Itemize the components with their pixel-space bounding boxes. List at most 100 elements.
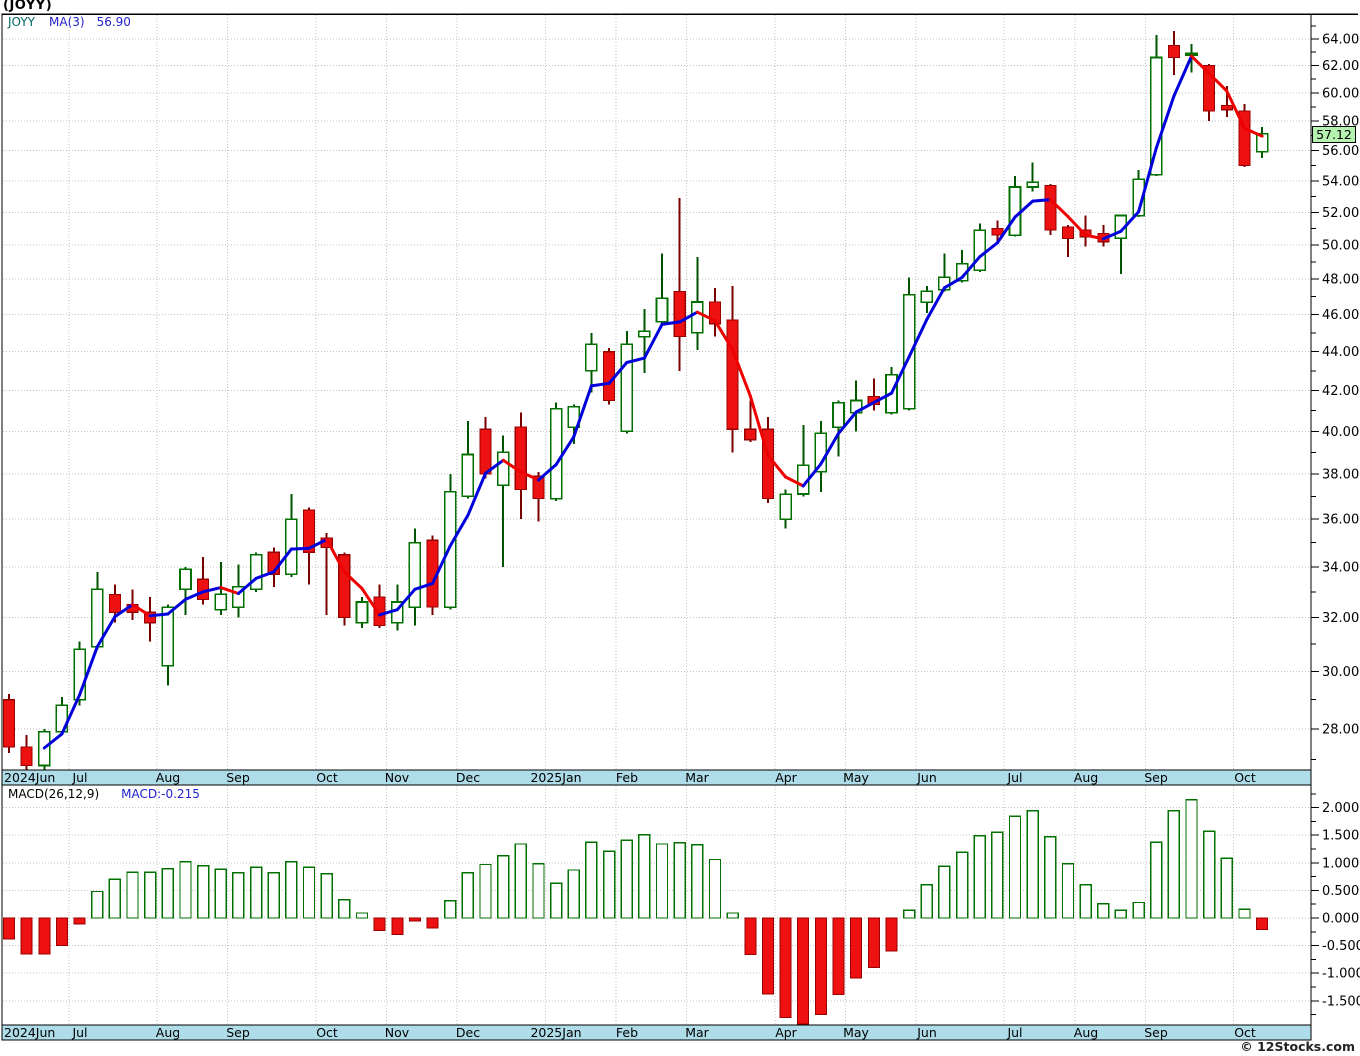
month-label: Mar [685, 1025, 709, 1040]
price-tick-label: 48.00 [1322, 273, 1359, 288]
ma-segment [890, 355, 911, 395]
macd-bar [320, 873, 333, 919]
month-label: Oct [316, 770, 338, 785]
ma-segment [501, 458, 523, 474]
ma-segment [236, 576, 258, 595]
ma-segment [942, 275, 964, 290]
candle-up [638, 330, 651, 338]
ma-segment [960, 255, 982, 279]
macd-bar [55, 917, 68, 947]
pane-frames [1, 13, 1358, 1041]
price-tick-label: 30.00 [1322, 665, 1359, 680]
macd-bar [1167, 810, 1181, 919]
ma-segment [801, 462, 823, 488]
macd-bar [638, 833, 651, 919]
ma-segment [201, 586, 223, 594]
last-price-marker: 57.12 [1312, 126, 1356, 143]
macd-bar [38, 917, 51, 955]
ma-segment [431, 544, 452, 585]
candle-up [779, 493, 792, 521]
ma-segment [325, 538, 346, 574]
month-label: Jul [1006, 770, 1022, 785]
candle-down [338, 554, 351, 619]
macd-bar [143, 871, 157, 919]
candle-down [991, 227, 1004, 236]
macd-bar [602, 850, 616, 919]
ma-segment [1084, 233, 1105, 241]
candle-up [232, 585, 245, 608]
ma-segment [1154, 94, 1176, 150]
ma-segment [254, 570, 276, 580]
candle-up [496, 451, 510, 486]
ma-segment [466, 471, 487, 517]
month-labels: 2024Jun Jul Aug Sep Oct Nov Dec 2025Jan Feb Mar Ap… [4, 770, 1256, 1040]
ma-segment [166, 597, 187, 616]
macd-bar [1044, 836, 1057, 919]
price-tick-label: 42.00 [1322, 384, 1359, 399]
month-label: Nov [385, 1025, 410, 1040]
candle-down [726, 319, 739, 430]
month-label: Jul [1006, 1025, 1022, 1040]
candle-up [1026, 181, 1039, 188]
ma-segment [907, 318, 929, 359]
ma-segment [925, 286, 946, 321]
month-label: Feb [616, 770, 638, 785]
candle-up [355, 601, 369, 624]
ma-segment [360, 587, 382, 617]
macd-bar [567, 869, 580, 919]
macd-bar [885, 917, 898, 952]
ma-segment [95, 615, 117, 649]
macd-histogram [3, 799, 1269, 1025]
macd-bar [920, 884, 933, 919]
candle-up [832, 401, 845, 428]
ma-segment [378, 608, 399, 617]
macd-bar [355, 912, 369, 919]
candle-down [1238, 110, 1251, 166]
macd-axis: 2.000 1.500 1.000 0.500 0.000 -0.500 -1.000 -1.… [1311, 793, 1360, 1016]
ma-segment [607, 361, 629, 385]
candle-up [655, 297, 669, 323]
macd-bar [249, 866, 263, 919]
price-tick-label: 44.00 [1322, 345, 1359, 360]
macd-bar [444, 900, 457, 919]
macd-bar [514, 843, 527, 919]
ma-segment [537, 463, 558, 482]
macd-bar [850, 917, 863, 979]
candle-up [285, 518, 298, 576]
ma-segment [1225, 89, 1246, 130]
macd-bar [585, 841, 598, 919]
price-tick-label: 34.00 [1322, 560, 1359, 575]
price-tick-label: 54.00 [1322, 174, 1359, 189]
ma-segment [713, 319, 735, 352]
candle-down [302, 509, 316, 553]
candle-up [161, 606, 175, 667]
month-label: Mar [685, 770, 709, 785]
macd-pane-legend: MACD(26,12,9) MACD:-0.215 [8, 787, 200, 801]
candle-down [20, 746, 33, 767]
macd-bar [497, 854, 510, 919]
candle-up [920, 290, 934, 303]
price-tick-label: 32.00 [1322, 611, 1359, 626]
candle-down [479, 428, 492, 475]
candle-down [1044, 184, 1057, 231]
candle-down [373, 596, 386, 626]
macd-bar [161, 868, 175, 919]
ma-segment [995, 215, 1017, 245]
month-label: 2025Jan [530, 770, 581, 785]
ma-segment [219, 586, 240, 595]
candle-down [744, 428, 757, 441]
ma-segment [625, 356, 646, 364]
macd-bar [779, 917, 792, 1018]
price-tick-label: 56.00 [1322, 144, 1359, 159]
month-label: May [843, 1025, 869, 1040]
macd-bar [1185, 799, 1198, 919]
price-tick-label: 38.00 [1322, 468, 1359, 483]
candle-down [673, 290, 686, 338]
candle-down [514, 426, 527, 491]
candle-down [1061, 226, 1075, 239]
copyright-footer: © 12Stocks.com [1240, 1039, 1355, 1054]
price-tick-label: 58.00 [1322, 115, 1359, 130]
macd-value-label: MACD:-0.215 [121, 787, 200, 801]
price-tick-label: 40.00 [1322, 425, 1359, 440]
ma-segment [42, 732, 64, 750]
